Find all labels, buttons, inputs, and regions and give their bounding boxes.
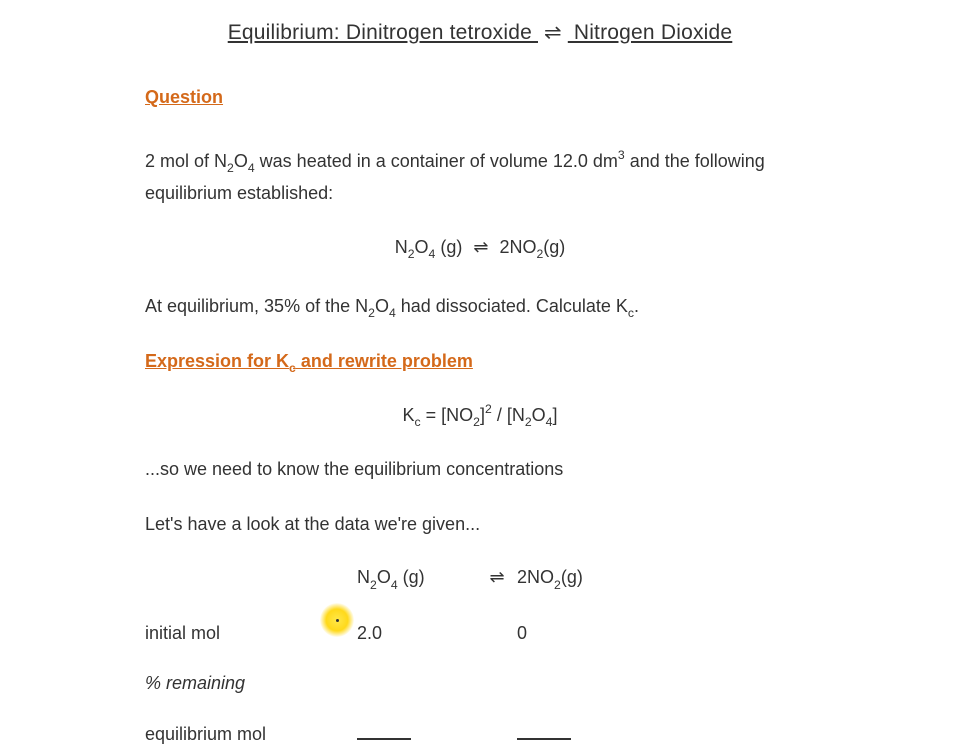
text-frag: 2NO (494, 237, 536, 257)
subscript: 2 (536, 247, 543, 261)
text-frag: (g) (398, 567, 425, 587)
blank-line (357, 722, 411, 740)
text-frag: At equilibrium, 35% of the N (145, 296, 368, 316)
subscript: 4 (248, 161, 255, 175)
table-equation-row: N2O4 (g) ⇌ 2NO2(g) (145, 563, 815, 594)
question-heading: Question (145, 87, 815, 108)
page-title: Equilibrium: Dinitrogen tetroxide ⇌ Nitr… (145, 20, 815, 45)
subscript: c (628, 306, 634, 320)
title-prefix: Equilibrium: Dinitrogen tetroxide (228, 21, 538, 44)
text-frag: had dissociated. Calculate K (396, 296, 628, 316)
title-suffix: Nitrogen Dioxide (568, 21, 732, 44)
text-frag: ] (552, 405, 557, 425)
text-frag: O (377, 567, 391, 587)
ice-table: N2O4 (g) ⇌ 2NO2(g) initial mol 2.0 0 % r… (145, 563, 815, 749)
text-frag: Expression for K (145, 351, 289, 371)
superscript: 3 (618, 148, 625, 162)
text-frag: = [NO (421, 405, 474, 425)
subscript: 2 (227, 161, 234, 175)
cell-initial-left: 2.0 (357, 619, 517, 648)
table-col-right-header: 2NO2(g) (517, 563, 637, 594)
text-frag: O (234, 151, 248, 171)
subscript: 2 (370, 578, 377, 592)
question-paragraph-2: At equilibrium, 35% of the N2O4 had diss… (145, 291, 815, 323)
row-label: % remaining (145, 669, 357, 698)
text-frag: O (415, 237, 429, 257)
table-col-left-header: N2O4 (g) (357, 563, 477, 594)
equilibrium-arrow-icon: ⇌ (477, 563, 517, 594)
text-frag: . (634, 296, 639, 316)
question-paragraph-1: 2 mol of N2O4 was heated in a container … (145, 146, 815, 209)
subscript: 2 (408, 247, 415, 261)
cell-eqmol-right (517, 720, 637, 749)
subscript: 2 (525, 415, 532, 429)
text-frag: N (395, 237, 408, 257)
kc-expression: Kc = [NO2]2 / [N2O4] (145, 403, 815, 429)
subscript: c (415, 415, 421, 429)
text-frag: 2 mol of N (145, 151, 227, 171)
text-frag: (g) (561, 567, 583, 587)
expression-heading: Expression for Kc and rewrite problem (145, 351, 815, 375)
subscript: 2 (554, 578, 561, 592)
subscript: 4 (546, 415, 553, 429)
blank-line (517, 722, 571, 740)
table-row-remaining: % remaining (145, 669, 815, 698)
table-row-equilibrium: equilibrium mol (145, 720, 815, 749)
subscript: 2 (473, 415, 480, 429)
text-frag: 2NO (517, 567, 554, 587)
cell-eqmol-left (357, 720, 517, 749)
cursor-highlight-icon (320, 603, 354, 637)
text-frag: K (403, 405, 415, 425)
look-line: Let's have a look at the data we're give… (145, 509, 815, 540)
subscript: 4 (391, 578, 398, 592)
text-frag: was heated in a container of volume 12.0… (255, 151, 618, 171)
subscript: c (289, 361, 296, 375)
equilibrium-arrow-icon: ⇌ (544, 20, 562, 45)
row-label: equilibrium mol (145, 720, 357, 749)
subscript: 4 (389, 306, 396, 320)
table-row-initial: initial mol 2.0 0 (145, 619, 815, 648)
text-frag: N (357, 567, 370, 587)
subscript: 2 (368, 306, 375, 320)
text-frag: and rewrite problem (296, 351, 473, 371)
subscript: 4 (429, 247, 436, 261)
equilibrium-arrow-icon: ⇌ (473, 237, 488, 258)
superscript: 2 (485, 402, 492, 416)
text-frag: (g) (435, 237, 467, 257)
cell-initial-right: 0 (517, 619, 637, 648)
need-line: ...so we need to know the equilibrium co… (145, 454, 815, 485)
text-frag: / [N (492, 405, 525, 425)
text-frag: O (375, 296, 389, 316)
text-frag: (g) (543, 237, 565, 257)
equation-1: N2O4 (g) ⇌ 2NO2(g) (145, 237, 815, 261)
text-frag: O (532, 405, 546, 425)
